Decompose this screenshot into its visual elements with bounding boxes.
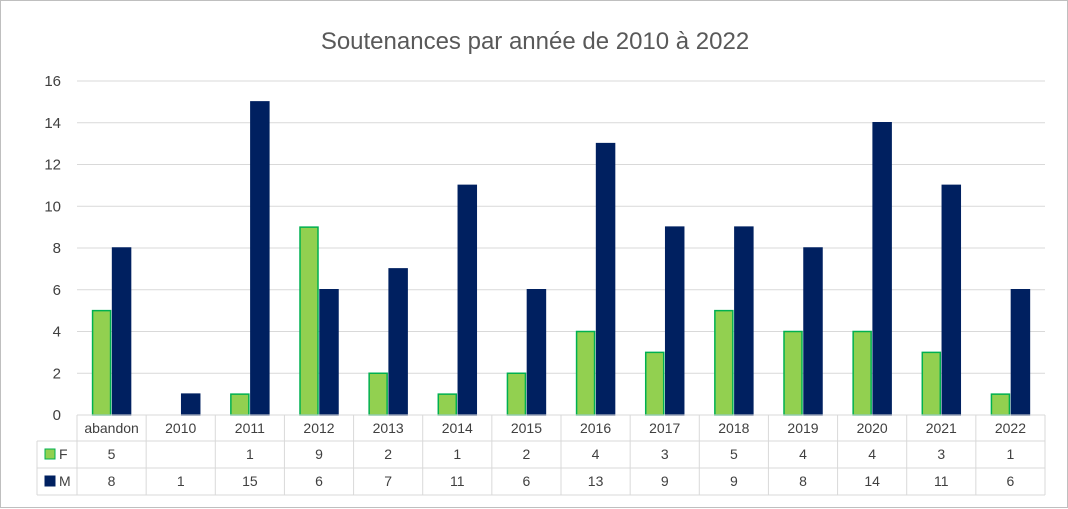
bar-f-2019 — [783, 330, 803, 416]
table-cell-m: 9 — [661, 473, 669, 489]
table-cell-m: 13 — [588, 473, 604, 489]
x-tick-label: abandon — [84, 420, 139, 436]
bar-m-2016 — [595, 142, 616, 416]
x-tick-label: 2022 — [995, 420, 1026, 436]
y-tick-label: 8 — [53, 240, 61, 257]
table-cell-f: 4 — [799, 446, 807, 462]
x-tick-label: 2021 — [926, 420, 957, 436]
legend-label-f: F — [59, 446, 68, 462]
data-table: abandon 2010 2011 2012 2013 2014 2015 2016 2017 2… — [36, 414, 1046, 496]
bar-m-2014 — [457, 184, 478, 416]
table-cell-f: 1 — [1007, 446, 1015, 462]
table-cell-f: 1 — [246, 446, 254, 462]
table-cell-m: 9 — [730, 473, 738, 489]
table-cell-f: 1 — [453, 446, 461, 462]
bar-f-2017 — [644, 351, 665, 416]
y-tick-label: 2 — [53, 365, 61, 382]
bar-m-2013 — [388, 268, 408, 416]
bar-f-2016 — [575, 330, 596, 416]
table-cell-m: 7 — [384, 473, 392, 489]
y-axis-ticks: 0 2 4 6 8 10 12 14 16 — [44, 73, 61, 424]
bar-m-2017 — [664, 226, 685, 416]
table-cell-f: 2 — [523, 446, 531, 462]
bar-f-2020 — [852, 330, 872, 416]
table-cell-m: 1 — [177, 473, 185, 489]
y-tick-label: 12 — [44, 157, 61, 174]
table-cell-f: 4 — [868, 446, 876, 462]
x-tick-label: 2015 — [511, 420, 542, 436]
x-tick-label: 2012 — [303, 420, 334, 436]
bar-f-2013 — [368, 372, 388, 416]
table-cell-f: 9 — [315, 446, 323, 462]
bar-f-2021 — [921, 351, 942, 416]
y-tick-label: 10 — [44, 198, 61, 215]
bar-f-2018 — [714, 309, 734, 416]
bar-f-abandon — [91, 309, 112, 416]
legend-swatch-m — [44, 475, 56, 487]
table-cell-f: 4 — [592, 446, 600, 462]
table-cell-f: 5 — [730, 446, 738, 462]
bar-f-2022 — [990, 393, 1011, 416]
bar-m-2021 — [941, 184, 962, 416]
y-tick-label: 14 — [44, 115, 61, 132]
legend-label-m: M — [59, 473, 71, 489]
bar-m-2020 — [872, 122, 892, 416]
bar-f-2011 — [230, 393, 250, 416]
bar-m-2015 — [526, 289, 547, 416]
table-cell-f: 2 — [384, 446, 392, 462]
table-cell-m: 6 — [523, 473, 531, 489]
table-cell-m: 8 — [799, 473, 807, 489]
table-cell-m: 15 — [242, 473, 258, 489]
chart-title: Soutenances par année de 2010 à 2022 — [321, 28, 749, 55]
x-tick-label: 2013 — [373, 420, 404, 436]
table-cell-m: 14 — [864, 473, 880, 489]
bar-m-2018 — [734, 226, 754, 416]
x-tick-label: 2019 — [787, 420, 818, 436]
bar-m-2022 — [1010, 289, 1031, 416]
y-tick-label: 16 — [44, 73, 61, 90]
bars — [91, 101, 1031, 416]
x-tick-label: 2010 — [165, 420, 196, 436]
table-cell-f: 5 — [108, 446, 116, 462]
gridlines — [77, 80, 1045, 416]
x-tick-label: 2017 — [649, 420, 680, 436]
bar-f-2014 — [437, 393, 458, 416]
bar-m-2012 — [319, 289, 339, 416]
x-tick-label: 2011 — [235, 420, 265, 436]
bar-m-2019 — [803, 247, 823, 416]
legend-swatch-f — [44, 448, 56, 460]
bar-m-abandon — [111, 247, 132, 416]
x-tick-label: 2018 — [718, 420, 749, 436]
table-cell-m: 8 — [108, 473, 116, 489]
x-tick-label: 2016 — [580, 420, 611, 436]
bar-f-2015 — [506, 372, 527, 416]
table-cell-f: 3 — [661, 446, 669, 462]
table-cell-f: 3 — [937, 446, 945, 462]
bar-f-2012 — [299, 226, 319, 416]
table-cell-m: 11 — [450, 473, 465, 489]
table-cell-m: 6 — [315, 473, 323, 489]
bar-m-2011 — [250, 101, 270, 416]
y-tick-label: 4 — [53, 324, 61, 341]
x-tick-label: 2020 — [857, 420, 888, 436]
y-tick-label: 0 — [53, 407, 61, 424]
bar-m-2010 — [180, 393, 201, 416]
y-tick-label: 6 — [53, 282, 61, 299]
x-tick-label: 2014 — [442, 420, 473, 436]
table-cell-m: 6 — [1007, 473, 1015, 489]
table-cell-m: 11 — [934, 473, 949, 489]
